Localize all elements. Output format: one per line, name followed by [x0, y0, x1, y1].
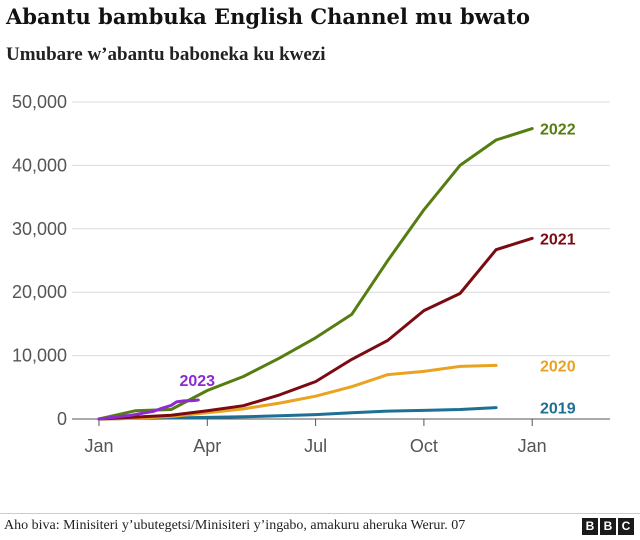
chart-title: Abantu bambuka English Channel mu bwato	[6, 4, 531, 29]
x-tick-label: Jan	[518, 436, 547, 456]
y-tick-label: 30,000	[12, 219, 67, 239]
logo-letter: B	[600, 518, 616, 535]
logo-letter: B	[582, 518, 598, 535]
series-label-2019: 2019	[540, 401, 576, 418]
x-tick-label: Apr	[193, 436, 221, 456]
series-label-2021: 2021	[540, 231, 576, 248]
x-tick-label: Oct	[410, 436, 438, 456]
series-labels: 2019 2020 2021 2022 2023	[179, 122, 575, 418]
x-axis-ticks: Jan Apr Jul Oct Jan	[84, 419, 547, 456]
source-note: Aho biva: Minisiteri y’ubutegetsi/Minisi…	[4, 518, 466, 533]
y-tick-label: 20,000	[12, 282, 67, 302]
series-line-2021	[97, 236, 534, 421]
y-axis-ticks: 0 10,000 20,000 30,000 40,000 50,000	[12, 92, 67, 429]
footer-divider	[0, 513, 640, 514]
gridlines	[72, 101, 610, 420]
series-lines	[97, 127, 534, 421]
line-chart: 0 10,000 20,000 30,000 40,000 50,000 Jan Apr Ju…	[12, 92, 610, 456]
y-tick-label: 0	[57, 409, 67, 429]
series-label-2020: 2020	[540, 358, 576, 375]
x-tick-label: Jul	[304, 436, 327, 456]
y-tick-label: 50,000	[12, 92, 67, 112]
y-tick-label: 10,000	[12, 346, 67, 366]
logo-letter: C	[618, 518, 634, 535]
x-tick-label: Jan	[84, 436, 113, 456]
series-label-2022: 2022	[540, 122, 576, 139]
bbc-logo: B B C	[582, 518, 634, 535]
series-line-2022	[97, 127, 534, 421]
series-line-2023	[97, 398, 200, 421]
y-tick-label: 40,000	[12, 155, 67, 175]
chart-subtitle: Umubare w’abantu baboneka ku kwezi	[6, 44, 326, 65]
series-label-2023: 2023	[179, 373, 215, 390]
